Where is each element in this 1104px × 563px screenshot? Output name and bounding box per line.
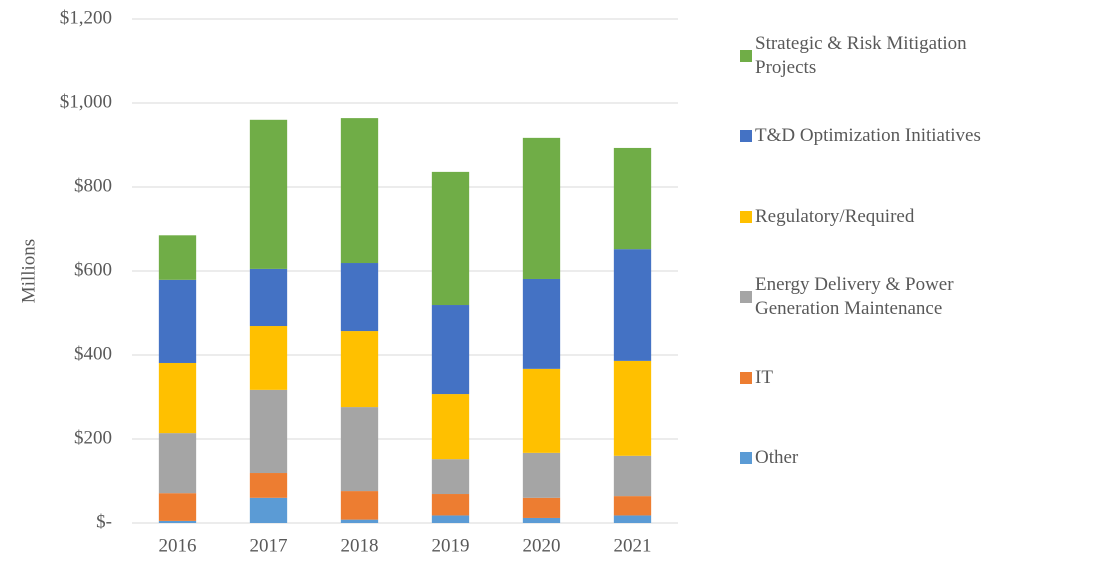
y-tick-label: $400	[74, 343, 112, 364]
legend-item: Other	[740, 446, 1005, 470]
bar-segment	[158, 279, 197, 363]
legend-swatch	[740, 291, 752, 304]
bar-segment	[340, 263, 379, 332]
bar-segment	[158, 362, 197, 434]
bar-segment	[340, 118, 379, 264]
x-tick-label: 2017	[250, 535, 288, 556]
legend-label: Strategic & Risk Mitigation Projects	[755, 33, 967, 78]
legend-label: Energy Delivery & Power Generation Maint…	[755, 274, 954, 320]
bar-segment	[431, 494, 470, 516]
legend-item: IT	[740, 366, 1005, 390]
legend-swatch	[740, 130, 752, 143]
bar-segment	[431, 515, 470, 523]
bar-segment	[158, 493, 197, 521]
bar-segment	[522, 452, 561, 498]
x-tick-label: 2019	[432, 535, 470, 556]
bar-segment	[613, 249, 652, 361]
y-tick-label: $200	[74, 427, 112, 448]
bar-segment	[522, 368, 561, 453]
bar-segment	[249, 119, 288, 269]
x-tick-label: 2018	[341, 535, 379, 556]
legend-item: Regulatory/Required	[740, 205, 1005, 229]
bar-segment	[158, 433, 197, 494]
bar-segment	[340, 519, 379, 523]
bar-segment	[158, 235, 197, 280]
bar-segment	[249, 389, 288, 474]
legend-label: Other	[755, 447, 799, 468]
bar-segment	[431, 171, 470, 306]
x-tick-label: 2020	[523, 535, 561, 556]
bar-segment	[158, 520, 197, 523]
y-tick-label: $-	[96, 511, 112, 532]
y-axis-label: Millions	[18, 239, 39, 303]
bar-segment	[340, 491, 379, 520]
bar-segment	[340, 407, 379, 492]
bar-segment	[431, 305, 470, 395]
bar-segment	[613, 360, 652, 456]
bar-segment	[340, 331, 379, 408]
legend-swatch	[740, 452, 752, 464]
y-tick-label: $1,200	[60, 7, 112, 28]
legend-swatch	[740, 371, 752, 384]
legend-item: Strategic & Risk Mitigation Projects	[740, 32, 1005, 80]
bar-segment	[249, 473, 288, 498]
bar-segment	[613, 496, 652, 516]
bar-segment	[613, 147, 652, 250]
bar-segment	[431, 459, 470, 495]
bar-segment	[613, 455, 652, 497]
bar-segment	[249, 268, 288, 327]
legend-item: Energy Delivery & Power Generation Maint…	[740, 273, 1005, 321]
legend-swatch	[740, 50, 752, 62]
legend-label: IT	[755, 366, 773, 388]
bar-segment	[522, 278, 561, 369]
y-tick-label: $800	[74, 175, 112, 196]
y-tick-label: $1,000	[60, 91, 112, 112]
bar-segment	[249, 326, 288, 390]
bar-segment	[522, 497, 561, 518]
legend: Other IT Energy Delivery & Power Generatio…	[740, 0, 1100, 563]
bar-segment	[613, 515, 652, 523]
legend-item: T&D Optimization Initiatives	[740, 124, 1005, 148]
legend-swatch	[740, 210, 752, 223]
x-tick-label: 2021	[614, 535, 652, 556]
bar-segment	[522, 137, 561, 279]
bar-segment	[249, 497, 288, 523]
legend-label: Regulatory/Required	[755, 205, 915, 227]
y-tick-label: $600	[74, 259, 112, 280]
bar-segment	[522, 517, 561, 523]
legend-label: T&D Optimization Initiatives	[755, 125, 981, 147]
x-tick-label: 2016	[159, 535, 197, 556]
bar-segment	[431, 394, 470, 460]
